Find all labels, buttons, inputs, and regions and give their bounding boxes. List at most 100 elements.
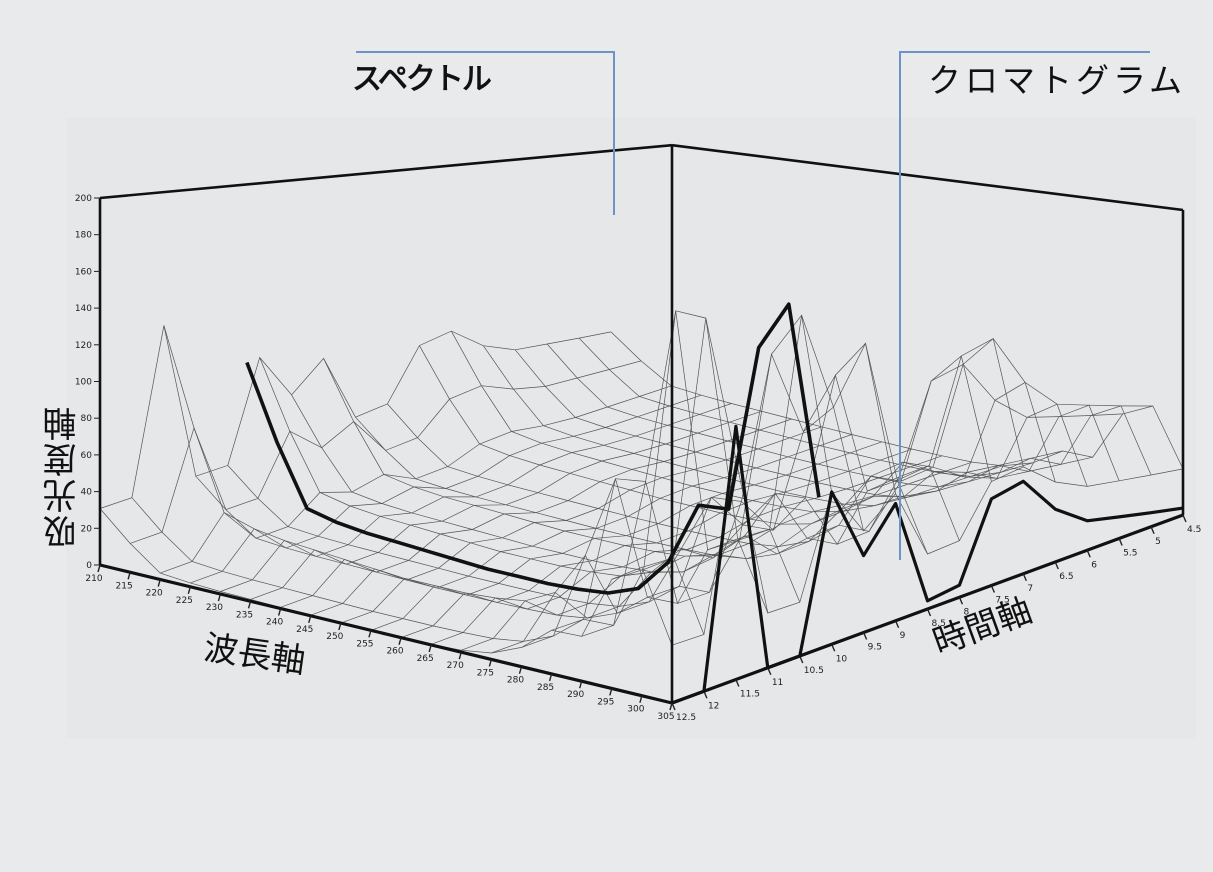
wavelength-tick-label: 290 [567,690,584,700]
time-tick-label: 11 [772,678,783,688]
mesh-line-time [546,343,1120,488]
time-tick-label: 5 [1155,537,1161,547]
mesh-line-time [610,331,1184,470]
wavelength-tick-label: 215 [116,581,133,591]
mesh-line-wavelength [280,418,792,608]
time-tick-mark [1086,549,1091,558]
mesh-line-time [514,349,1088,498]
absorbance-axis-title: 吸光度軸 [43,405,83,549]
wavelength-tick-mark [187,586,191,594]
z-tick-label: 200 [75,194,92,204]
wavelength-tick-mark [217,593,222,602]
mesh-line-time [259,314,833,577]
wavelength-tick-mark [488,659,493,667]
wavelength-tick-mark [157,579,161,587]
time-tick-mark [958,596,964,605]
mesh-line-wavelength [340,434,852,624]
mesh-line-time [578,337,1152,477]
mesh-line-time [323,342,896,557]
z-tick-label: 60 [81,451,93,461]
mesh-line-wavelength [99,325,612,509]
time-tick-mark [831,643,836,652]
wavelength-tick-mark [308,615,312,624]
time-tick-label: 10.5 [804,666,824,676]
time-tick-label: 11.5 [740,690,760,700]
wavelength-tick-mark [97,564,101,573]
z-tick-label: 160 [75,267,92,277]
mesh-line-time [163,310,737,602]
time-tick-label: 9.5 [868,643,882,653]
axis-ticks: 0 20 40 60 80 100 120 140 160 180 200 210 215 220 225 2… [75,194,1202,723]
time-tick-mark [862,632,868,640]
time-tick-label: 10 [836,654,848,664]
mesh-line-time [227,465,801,607]
time-tick-mark [894,620,900,629]
wavelength-tick-mark [247,601,252,609]
z-tick-label: 80 [81,414,93,424]
mesh-line-wavelength [190,394,702,584]
plot-background [66,118,1196,738]
mesh-line-time [131,497,705,642]
wavelength-tick-label: 265 [417,654,434,664]
time-tick-label: 8.5 [932,619,946,629]
wavelength-tick-label: 225 [176,596,193,606]
mesh-line-wavelength [671,458,1184,646]
time-tick-label: 8 [963,607,969,617]
mesh-line-wavelength [129,360,642,544]
time-tick-label: 7 [1027,584,1033,594]
wavelength-tick-label: 260 [386,647,403,657]
mesh-line-wavelength [551,450,1063,631]
surface-mesh [99,310,1184,654]
chromatogram-line [671,424,1184,705]
spectrum-leader-line [356,51,615,215]
wavelength-tick-mark [518,666,523,674]
wavelength-tick-label: 240 [266,618,283,628]
wavelength-tick-mark [669,702,673,711]
wavelength-tick-label: 220 [146,589,163,599]
time-tick-mark [1118,538,1123,546]
wavelength-tick-label: 210 [85,574,102,584]
mesh-line-wavelength [431,455,943,645]
wavelength-tick-mark [609,688,613,696]
wavelength-tick-mark [398,637,402,645]
wavelength-tick-label: 295 [597,697,614,707]
wavelength-tick-mark [368,630,372,638]
mesh-line-wavelength [160,385,672,574]
mesh-line-wavelength [641,315,1153,568]
wavelength-tick-label: 245 [296,625,313,635]
wavelength-tick-mark [428,644,432,653]
mesh-line-wavelength [250,410,762,600]
wavelength-tick-label: 270 [447,661,464,671]
wavelength-tick-mark [338,622,342,631]
callout-lines [356,51,1150,560]
z-tick-label: 20 [81,524,93,534]
mesh-line-wavelength [611,310,1123,580]
wavelength-tick-mark [579,681,583,689]
wavelength-tick-label: 235 [236,610,253,620]
wavelength-tick-label: 300 [627,705,644,715]
mesh-line-wavelength [310,426,822,616]
wavelength-tick-mark [458,651,462,660]
time-tick-label: 7.5 [995,596,1009,606]
mesh-line-wavelength [370,441,883,631]
spectrum-callout-label: スペクトル [352,62,492,97]
time-tick-mark [1150,526,1155,535]
time-tick-mark [735,679,740,687]
highlighted-series [245,302,1184,705]
time-tick-label: 4.5 [1187,525,1201,535]
z-tick-label: 100 [75,378,92,388]
mesh-line-wavelength [220,403,732,592]
wavelength-tick-mark [639,695,643,703]
time-tick-label: 6 [1091,560,1097,570]
wavelength-tick-label: 305 [657,712,674,722]
frame-top-front-edge [99,143,673,200]
z-tick-label: 180 [75,231,92,241]
time-tick-label: 6.5 [1059,572,1073,582]
mesh-line-time [419,345,992,525]
wavelength-tick-label: 285 [537,683,554,693]
mesh-line-time [483,345,1056,506]
frame-wavelength-base [99,563,673,705]
wavelength-tick-label: 275 [477,668,494,678]
